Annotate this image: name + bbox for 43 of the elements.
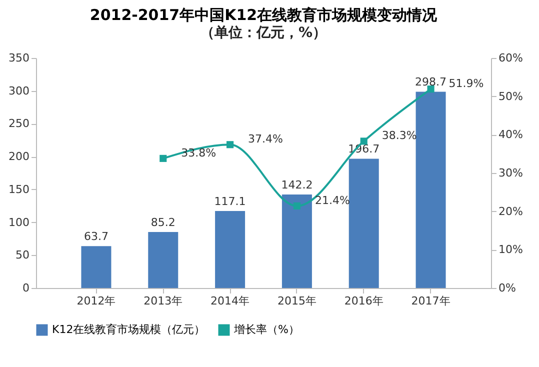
point — [160, 154, 167, 162]
y2-tick-label: 60% — [498, 52, 523, 64]
y-tick-label: 0 — [22, 282, 30, 294]
y2-tick-label: 20% — [498, 204, 523, 218]
data-label: 33.8% — [181, 146, 216, 160]
bar — [148, 232, 178, 288]
y2-tick-label: 30% — [498, 166, 523, 180]
x-tick-label: 2016年 — [344, 294, 384, 308]
y-tick-label: 200 — [8, 150, 30, 164]
bar — [348, 158, 379, 288]
x-tick-label: 2014年 — [210, 294, 250, 308]
data-label: 142.2 — [281, 178, 313, 192]
y-tick-label: 250 — [8, 117, 30, 130]
legend-label: 增长率（%） — [233, 323, 300, 336]
y-tick-label: 300 — [8, 84, 30, 98]
point — [427, 86, 434, 93]
data-label: 298.7 — [415, 76, 447, 89]
x-tick-label: 2017年 — [411, 294, 450, 308]
y2-tick-label: 0% — [498, 282, 516, 294]
data-label: 37.4% — [248, 132, 283, 146]
x-tick-label: 2012年 — [76, 294, 116, 308]
bar — [282, 194, 312, 288]
point — [293, 202, 300, 210]
legend-label: K12在线教育市场规模（亿元） — [52, 323, 206, 336]
data-label: 85.2 — [150, 216, 176, 230]
chart-title: 2012-2017年中国K12在线教育市场规模变动情况 — [90, 6, 438, 24]
x-tick-label: 2015年 — [277, 294, 316, 308]
data-label: 63.7 — [84, 230, 108, 244]
chart-subtitle: （单位：亿元，%） — [200, 25, 327, 41]
bar — [215, 211, 246, 288]
x-tick-label: 2013年 — [144, 294, 183, 308]
y2-tick-label: 10% — [498, 243, 523, 256]
data-label: 51.9% — [448, 77, 484, 90]
data-label: 117.1 — [214, 195, 246, 208]
y-tick-label: 100 — [8, 216, 30, 229]
y-tick-label: 50 — [16, 248, 30, 262]
y-tick-label: 350 — [8, 52, 30, 64]
point — [226, 141, 234, 148]
bar — [81, 246, 112, 288]
bar — [416, 92, 446, 288]
y2-tick-label: 50% — [498, 90, 523, 103]
y2-tick-label: 40% — [498, 128, 523, 142]
y-tick-label: 150 — [8, 182, 30, 196]
